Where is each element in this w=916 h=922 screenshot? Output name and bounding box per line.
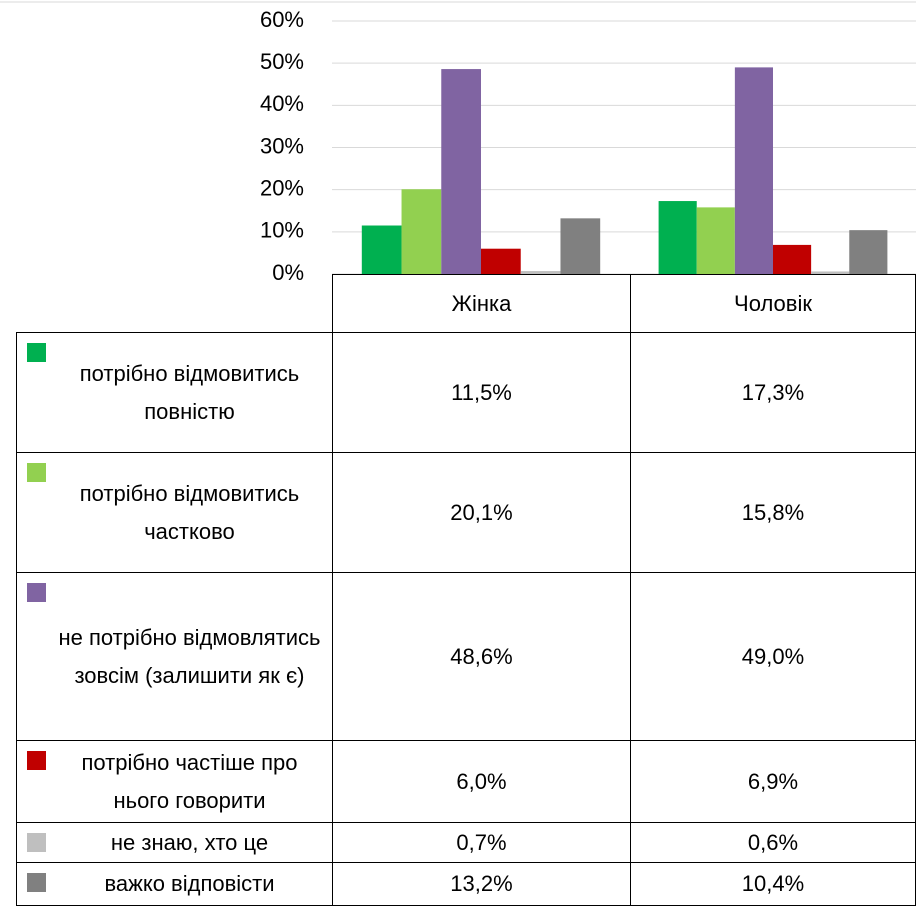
x-tick-label: Жінка <box>332 274 631 333</box>
bar <box>773 244 812 274</box>
bar <box>811 271 850 274</box>
legend-cell: важко відповісти <box>16 862 333 906</box>
bar <box>361 225 402 274</box>
data-label: 11,5% <box>332 332 631 453</box>
y-tick-label: 60% <box>260 7 304 32</box>
bar <box>849 230 888 274</box>
bar <box>481 248 521 274</box>
y-tick-label: 10% <box>260 218 304 243</box>
y-tick-label: 20% <box>260 175 304 200</box>
legend-swatch <box>27 583 46 602</box>
legend-cell: потрібно відмовитись повністю <box>16 332 333 453</box>
data-label: 20,1% <box>332 452 631 573</box>
bar <box>560 218 601 274</box>
legend-swatch <box>27 343 46 362</box>
legend-swatch <box>27 873 46 892</box>
data-label: 6,0% <box>332 740 631 823</box>
data-label: 15,8% <box>630 452 916 573</box>
legend-cell: потрібно відмовитись частково <box>16 452 333 573</box>
data-label: 48,6% <box>332 572 631 741</box>
legend-label: не потрібно відмовлятись зовсім (залишит… <box>58 624 321 688</box>
data-label: 10,4% <box>630 862 916 906</box>
bar <box>520 271 561 274</box>
y-tick-label: 0% <box>272 260 304 285</box>
bar <box>696 207 735 274</box>
legend-swatch <box>27 463 46 482</box>
bar <box>658 201 697 274</box>
legend-swatch <box>27 751 46 770</box>
legend-label: потрібно відмовитись частково <box>79 480 300 544</box>
legend-label: потрібно частіше про нього говорити <box>81 749 298 813</box>
legend-cell: не знаю, хто це <box>16 822 333 863</box>
bar <box>734 67 773 274</box>
bar <box>401 189 442 274</box>
data-label: 49,0% <box>630 572 916 741</box>
legend-label: важко відповісти <box>104 871 275 896</box>
legend-label: не знаю, хто це <box>110 829 269 855</box>
x-tick-label: Чоловік <box>630 274 916 333</box>
y-tick-label: 50% <box>260 49 304 74</box>
y-tick-label: 40% <box>260 91 304 116</box>
legend-swatch <box>27 833 46 852</box>
data-label: 17,3% <box>630 332 916 453</box>
data-label: 6,9% <box>630 740 916 823</box>
bar <box>441 69 481 274</box>
y-tick-label: 30% <box>260 133 304 158</box>
legend-label: потрібно відмовитись повністю <box>79 360 300 424</box>
data-label: 0,6% <box>630 822 916 863</box>
data-label: 13,2% <box>332 862 631 906</box>
data-label: 0,7% <box>332 822 631 863</box>
legend-cell: не потрібно відмовлятись зовсім (залишит… <box>16 572 333 741</box>
legend-cell: потрібно частіше про нього говорити <box>16 740 333 823</box>
